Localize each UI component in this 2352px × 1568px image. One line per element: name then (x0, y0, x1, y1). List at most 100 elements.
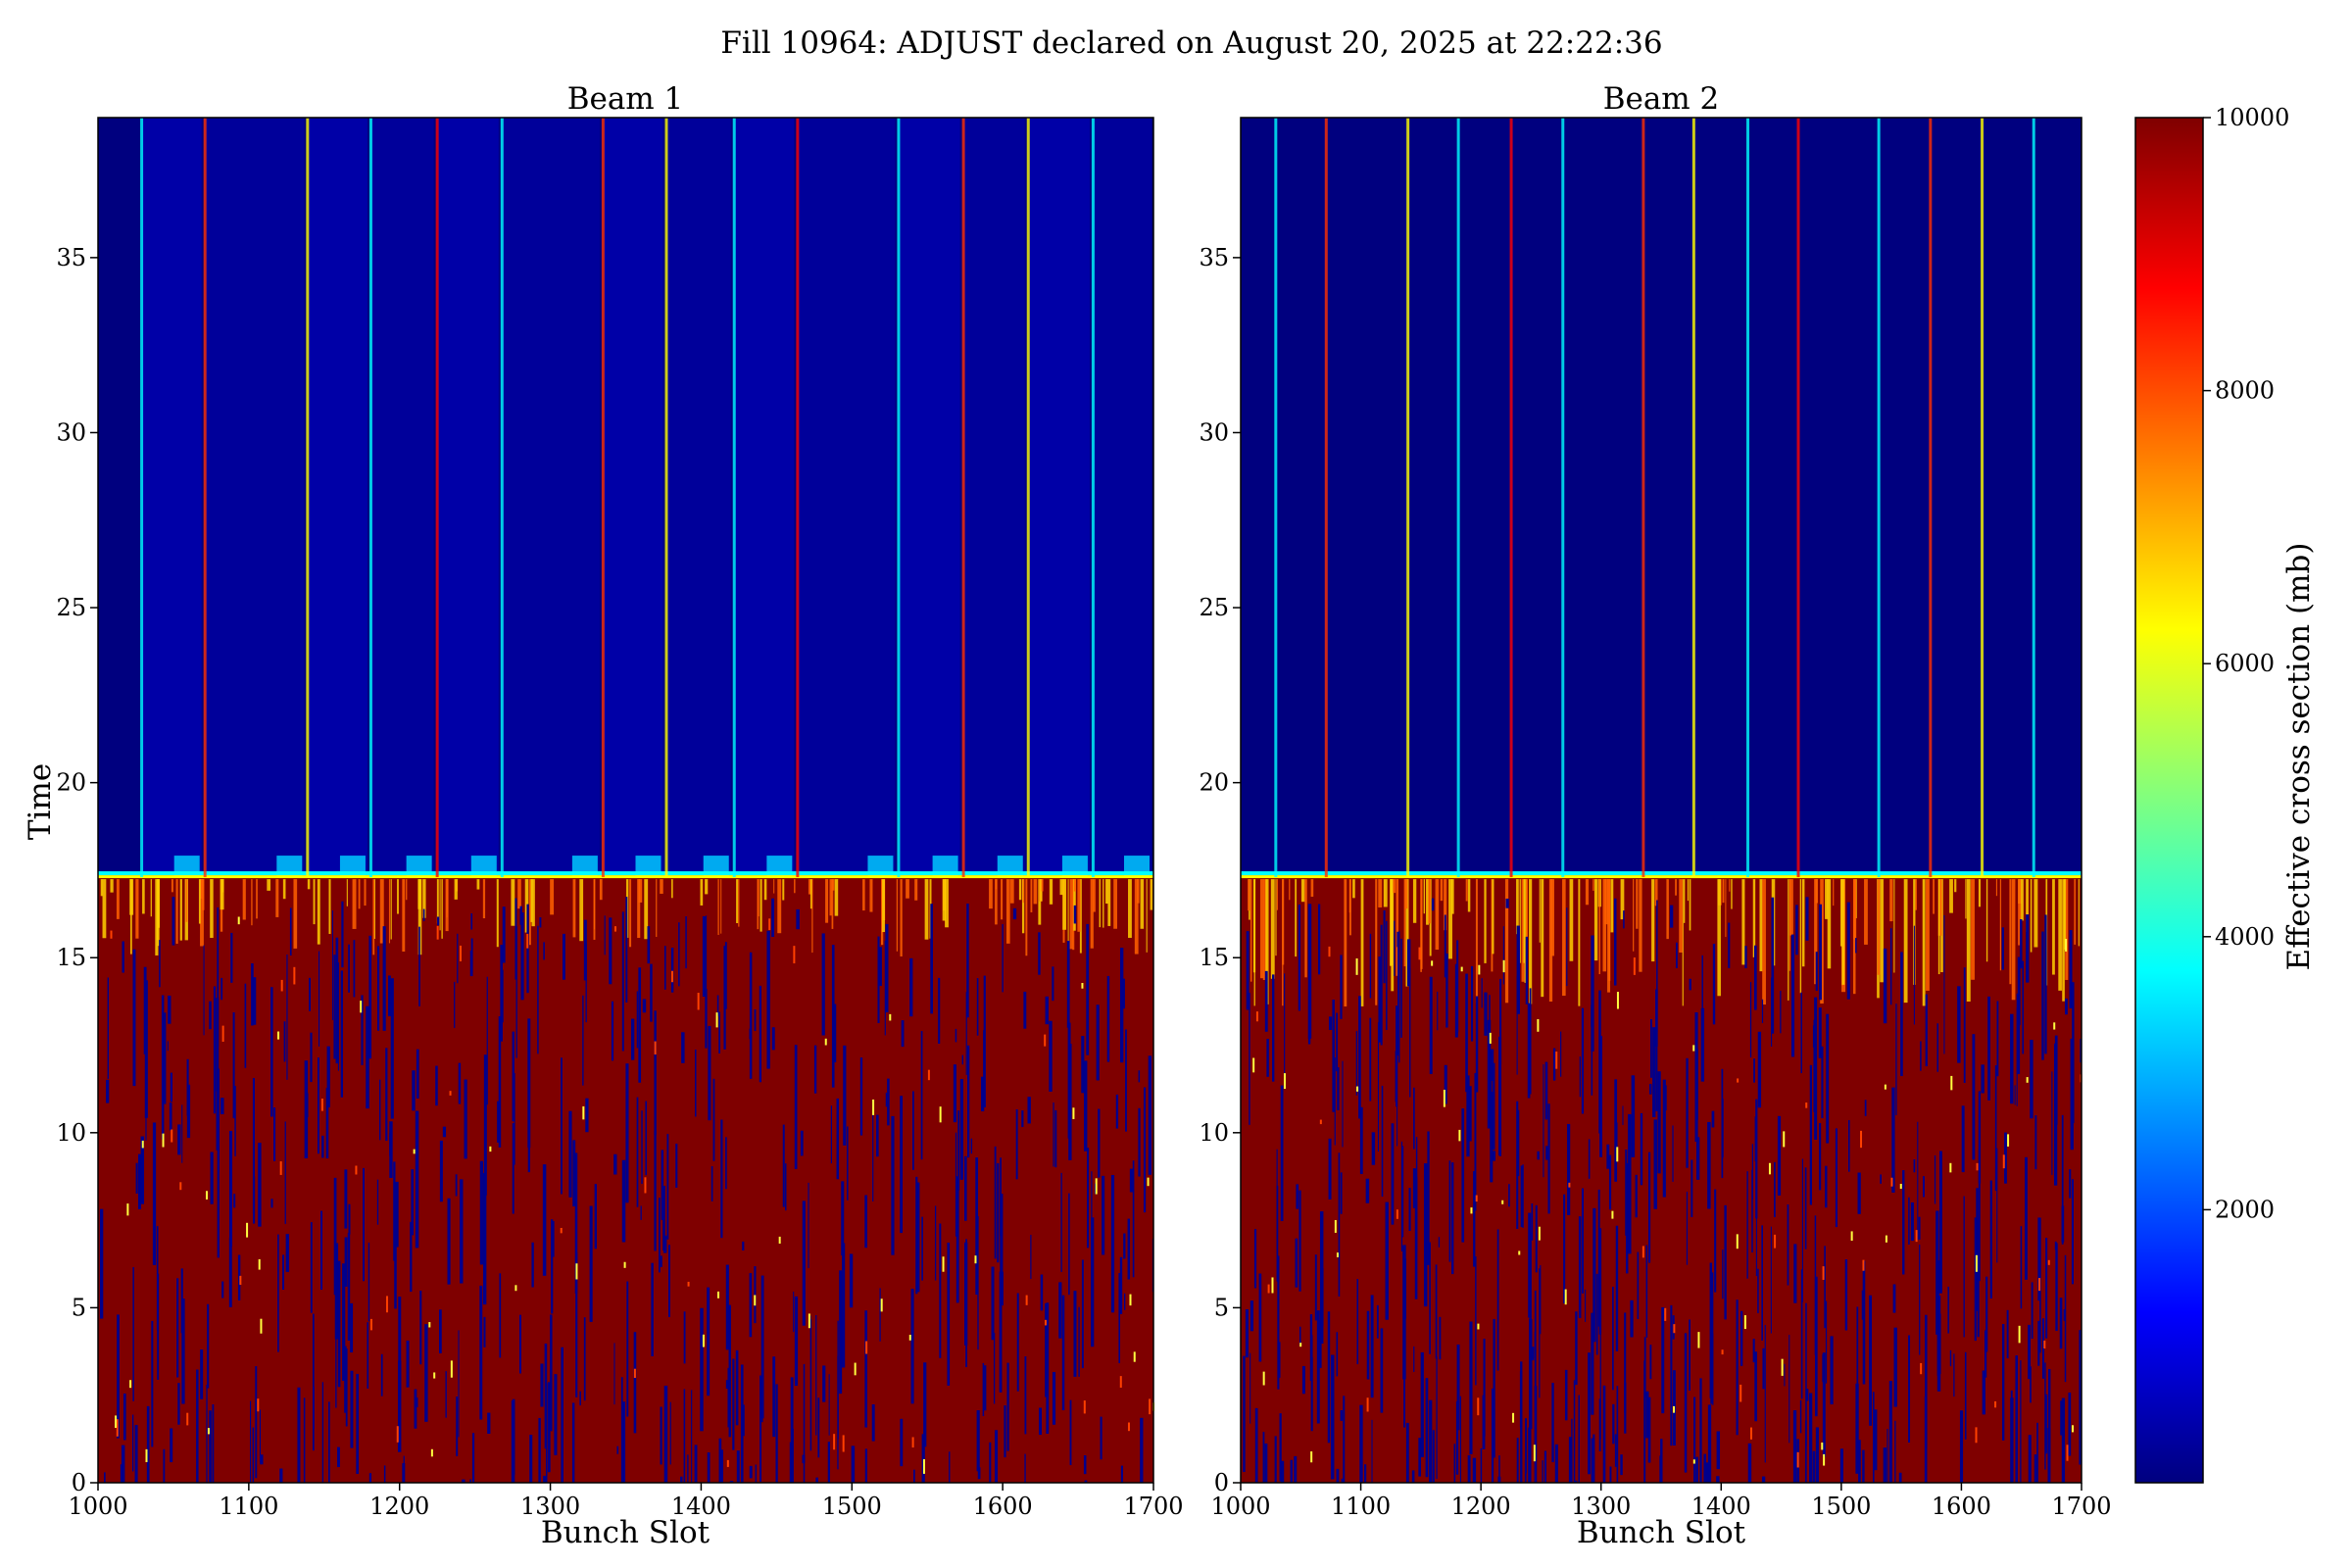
dropout-streak (1067, 1022, 1071, 1139)
speck (1252, 1057, 1255, 1073)
fringe-streak (1741, 879, 1745, 965)
fringe-streak (1428, 879, 1431, 924)
fringe-streak (1666, 879, 1669, 940)
dropout-streak (2031, 1282, 2034, 1339)
dropout-streak (333, 955, 336, 1059)
dropout-streak (107, 977, 109, 1079)
fringe-streak (2058, 879, 2062, 991)
dropout-streak (2053, 1043, 2058, 1186)
fringe-streak (1598, 879, 1600, 975)
dropout-streak (766, 930, 770, 1069)
dropout-streak (458, 1330, 460, 1438)
speck (824, 1038, 827, 1046)
dropout-streak (497, 1101, 500, 1143)
dropout-streak (1531, 1347, 1535, 1361)
dropout-streak (356, 1373, 360, 1474)
fringe-streak (275, 879, 279, 917)
dropout-streak (1497, 1476, 1501, 1483)
dropout-streak (410, 1221, 413, 1293)
dropout-streak (1129, 1168, 1134, 1193)
dropout-streak (966, 904, 969, 1018)
dropout-streak (2026, 914, 2030, 983)
dropout-streak (1545, 1146, 1548, 1160)
dropout-streak (1774, 1161, 1776, 1218)
heatmap-beam-2 (1241, 118, 2082, 1483)
fringe-streak (942, 879, 946, 921)
dropout-streak (621, 1159, 626, 1243)
train-streak (306, 118, 310, 878)
speck (1633, 957, 1636, 975)
dropout-streak (2080, 1039, 2082, 1063)
fringe-streak (1954, 879, 1957, 893)
dropout-streak (1468, 1086, 1472, 1142)
dropout-streak (1046, 1302, 1050, 1435)
fringe-streak (1562, 879, 1566, 997)
dropout-streak (961, 1054, 963, 1065)
dropout-streak (1327, 1311, 1331, 1444)
fringe-streak (1492, 879, 1494, 955)
dropout-streak (542, 1164, 547, 1276)
dropout-streak (471, 1433, 475, 1483)
dropout-streak (611, 1001, 614, 1061)
colorbar-label: Effective cross section (mb) (2281, 543, 2317, 971)
dropout-streak (442, 1126, 447, 1138)
dropout-streak (1792, 1410, 1797, 1483)
fringe-streak (1079, 879, 1082, 954)
fringe-streak (1731, 879, 1733, 909)
dropout-streak (847, 1126, 849, 1200)
dropout-streak (181, 1104, 183, 1163)
dropout-streak (297, 1387, 301, 1483)
speck (697, 993, 700, 1010)
speck (1805, 1102, 1808, 1108)
fringe-streak (511, 879, 515, 926)
dropout-streak (437, 916, 440, 926)
fringe-streak (1926, 879, 1930, 991)
dropout-streak (1894, 1420, 1896, 1483)
speck (1899, 1183, 1902, 1189)
dropout-streak (1340, 955, 1343, 1019)
dropout-streak (1125, 1029, 1127, 1132)
fringe-streak (1423, 879, 1426, 914)
dropout-streak (2037, 1320, 2040, 1366)
dropout-streak (212, 1404, 215, 1483)
dropout-streak (949, 1451, 951, 1483)
dropout-streak (1243, 1355, 1246, 1473)
y-axis-label: Time (23, 763, 58, 840)
dropout-streak (833, 1004, 837, 1063)
dropout-streak (754, 1266, 757, 1324)
dropout-streak (2045, 1394, 2048, 1454)
x-tick-label: 1400 (1691, 1493, 1751, 1520)
dropout-streak (1444, 1064, 1447, 1104)
dropout-streak (210, 1152, 214, 1204)
dropout-streak (121, 1445, 125, 1483)
dropout-streak (221, 1281, 224, 1298)
dropout-streak (457, 933, 459, 984)
train-band (734, 118, 795, 878)
speck (237, 916, 240, 925)
dropout-streak (220, 977, 223, 1001)
fringe-streak (373, 879, 375, 940)
dropout-streak (414, 1389, 417, 1429)
dropout-streak (1628, 1113, 1632, 1254)
dropout-streak (681, 1032, 685, 1063)
dropout-streak (1825, 1300, 1828, 1384)
dropout-streak (1818, 1007, 1822, 1058)
train-streak (664, 118, 668, 878)
dropout-streak (1432, 1430, 1435, 1483)
speck (1673, 1405, 1676, 1413)
fringe-streak (1128, 879, 1132, 938)
dropout-streak (1398, 931, 1400, 1063)
dropout-streak (678, 922, 680, 987)
dropout-streak (912, 1091, 914, 1170)
dropout-streak (380, 1353, 383, 1396)
dropout-streak (1127, 1218, 1131, 1280)
speck (1616, 992, 1619, 1009)
dropout-streak (1595, 1273, 1598, 1355)
fringe-streak (1349, 879, 1351, 936)
dropout-streak (970, 1138, 973, 1154)
dropout-streak (2063, 1309, 2066, 1321)
dropout-streak (348, 1203, 351, 1235)
dropout-streak (1402, 1245, 1406, 1380)
dropout-streak (1996, 1148, 1998, 1263)
